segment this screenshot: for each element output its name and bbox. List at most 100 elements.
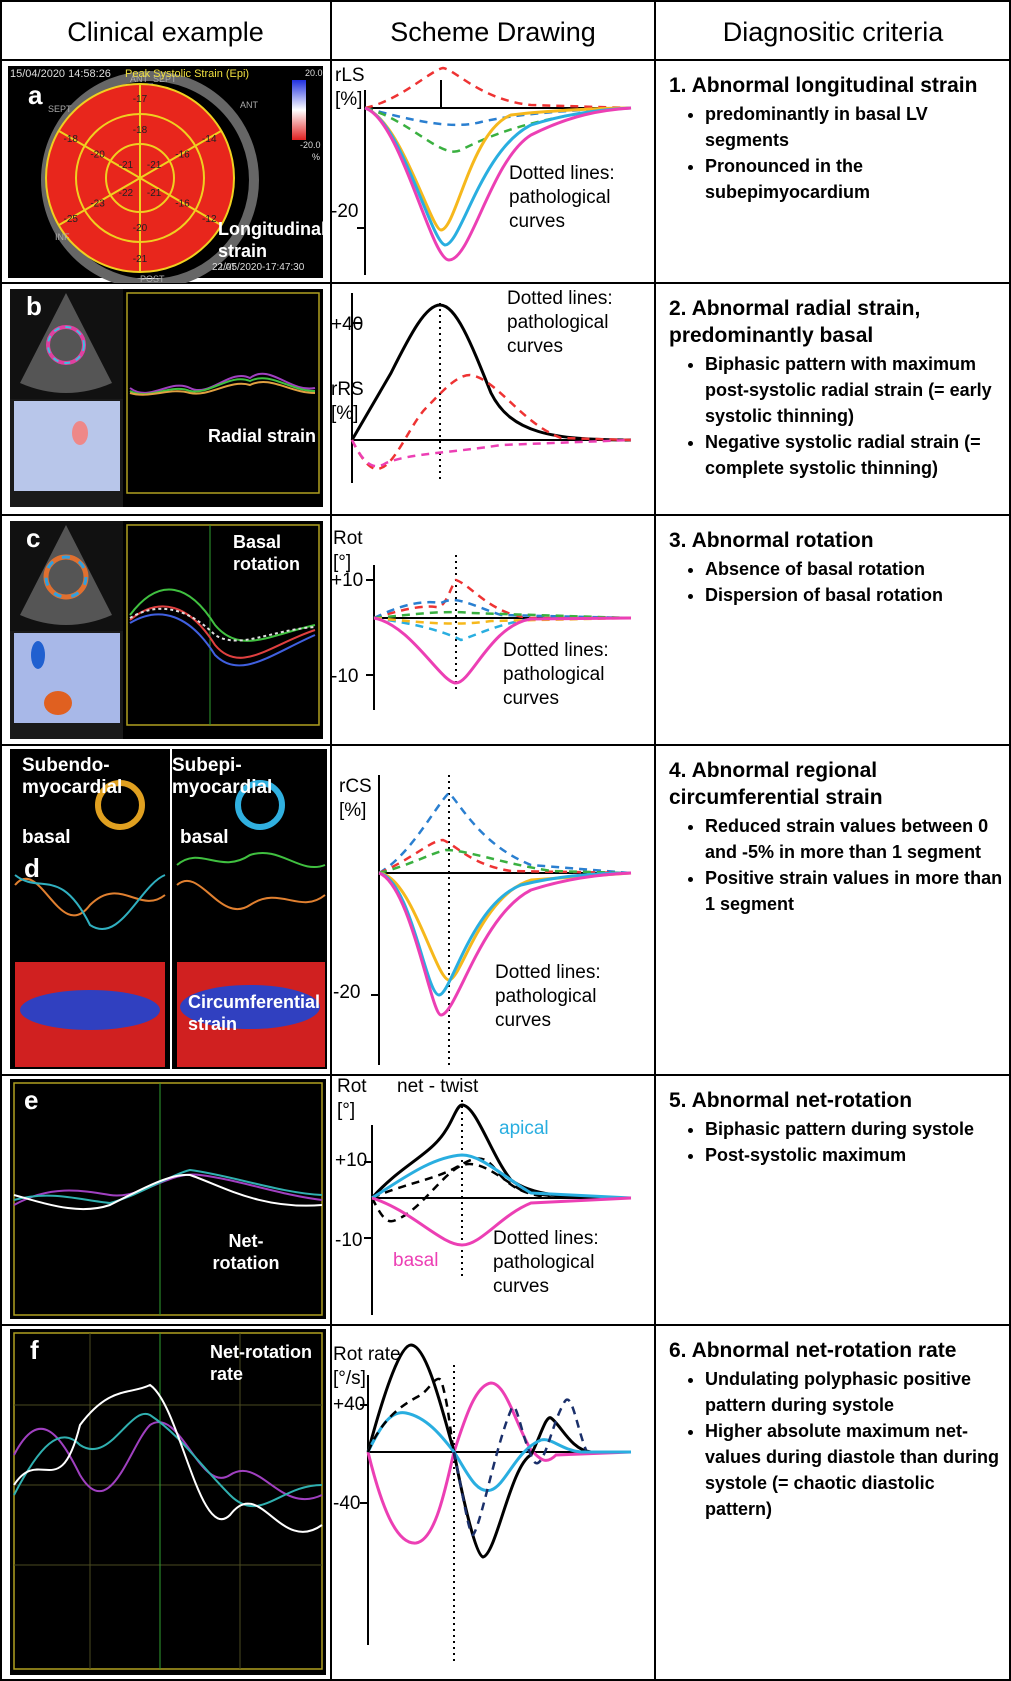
scheme-drawing: Rot [°] net - twist apical +10 -10 basal… bbox=[331, 1075, 655, 1325]
criteria-bullet: Dispersion of basal rotation bbox=[705, 582, 1003, 608]
segment-value: -16 bbox=[175, 199, 190, 210]
annotation: Dotted lines: pathological curves bbox=[509, 162, 629, 234]
image-label: Subepi-myocardial bbox=[172, 755, 292, 799]
image-label: Net-rotation rate bbox=[210, 1341, 325, 1385]
segment-value: -17 bbox=[133, 94, 148, 105]
criteria-bullet: Biphasic pattern during systole bbox=[705, 1116, 1003, 1142]
tick-label: +40 bbox=[333, 1393, 365, 1417]
panel-letter: e bbox=[24, 1085, 38, 1116]
scheme-drawing: Rot rate [°/s] +40 -40 bbox=[331, 1325, 655, 1681]
column-header: Diagnositic criteria bbox=[655, 0, 1011, 60]
criteria-bullet: Pronounced in the subepimyocardium bbox=[705, 153, 1003, 205]
annotation: Dotted lines: pathological curves bbox=[495, 961, 625, 1033]
tick-label: -40 bbox=[333, 1492, 360, 1516]
curve-label: basal bbox=[393, 1249, 438, 1273]
scale-max: 20.0 bbox=[305, 68, 323, 78]
criteria: 6. Abnormal net-rotation rateUndulating … bbox=[655, 1325, 1011, 1681]
axis-label: Rot [°] bbox=[333, 527, 373, 575]
wall-label: ANT bbox=[240, 100, 259, 110]
criteria-title: 6. Abnormal net-rotation rate bbox=[669, 1337, 1001, 1364]
clinical-image: e Net-rotation bbox=[0, 1075, 331, 1325]
panel-letter: b bbox=[26, 291, 42, 322]
criteria-bullet: predominantly in basal LV segments bbox=[705, 101, 1003, 153]
segment-value: -25 bbox=[63, 214, 78, 225]
timestamp: 15/04/2020 14:58:26 bbox=[10, 68, 111, 80]
clinical-image: b Radial strain bbox=[0, 283, 331, 515]
segment-value: -12 bbox=[202, 214, 217, 225]
segment-value: -18 bbox=[133, 125, 148, 136]
segment-value: -22 bbox=[119, 188, 134, 199]
wall-label: POST bbox=[140, 274, 165, 283]
scheme-drawing: Dotted lines: pathological curves +40 rR… bbox=[331, 283, 655, 515]
criteria-bullet: Biphasic pattern with maximum post-systo… bbox=[705, 351, 1003, 429]
wall-label: INF bbox=[55, 232, 70, 242]
annotation: Dotted lines: pathological curves bbox=[503, 639, 633, 711]
criteria-bullet: Undulating polyphasic positive pattern d… bbox=[705, 1366, 1003, 1418]
image-label: Circumferential strain bbox=[188, 991, 328, 1035]
image-label: Longitudinal strain bbox=[218, 218, 318, 262]
date: 22/05/2020-17:47:30 bbox=[212, 262, 304, 273]
criteria-bullet: Positive strain values in more than 1 se… bbox=[705, 865, 1003, 917]
tick-label: +10 bbox=[335, 1149, 367, 1173]
clinical-image: c Basal rotation bbox=[0, 515, 331, 745]
criteria-list: Undulating polyphasic positive pattern d… bbox=[705, 1366, 1003, 1522]
criteria-bullet: Absence of basal rotation bbox=[705, 556, 1003, 582]
tick-label: +40 bbox=[331, 313, 363, 337]
image-label: Subendo-myocardial bbox=[22, 755, 142, 799]
wall-label: SEPT bbox=[48, 104, 72, 114]
criteria-list: Reduced strain values between 0 and -5% … bbox=[705, 813, 1003, 917]
segment-value: -21 bbox=[133, 254, 148, 265]
criteria-bullet: Reduced strain values between 0 and -5% … bbox=[705, 813, 1003, 865]
scale-min: -20.0 bbox=[300, 140, 321, 150]
axis-label: Rot rate [°/s] bbox=[333, 1343, 403, 1391]
criteria-list: Biphasic pattern with maximum post-systo… bbox=[705, 351, 1003, 481]
axis-label: rLS [%] bbox=[335, 64, 375, 112]
image-label: basal bbox=[22, 827, 71, 849]
tick-label: +10 bbox=[331, 569, 363, 593]
curve-label: net - twist bbox=[397, 1075, 478, 1099]
annotation: Dotted lines: pathological curves bbox=[507, 287, 627, 359]
segment-value: -20 bbox=[133, 223, 148, 234]
criteria-title: 5. Abnormal net-rotation bbox=[669, 1087, 1001, 1114]
segment-value: -21 bbox=[119, 160, 134, 171]
criteria-title: 2. Abnormal radial strain, predominantly… bbox=[669, 295, 1001, 349]
segment-value: -16 bbox=[175, 150, 190, 161]
criteria-bullet: Post-systolic maximum bbox=[705, 1142, 1003, 1168]
axis-label: Rot [°] bbox=[337, 1075, 377, 1123]
echo-image bbox=[0, 283, 331, 515]
segment-value: -20 bbox=[90, 150, 105, 161]
segment-value: -21 bbox=[147, 188, 162, 199]
figure-table: Clinical example Scheme Drawing Diagnosi… bbox=[0, 0, 1011, 1681]
criteria: 1. Abnormal longitudinal strainpredomina… bbox=[655, 60, 1011, 283]
image-label: Net-rotation bbox=[206, 1230, 286, 1274]
criteria-list: predominantly in basal LV segmentsPronou… bbox=[705, 101, 1003, 205]
criteria: 2. Abnormal radial strain, predominantly… bbox=[655, 283, 1011, 515]
criteria-list: Absence of basal rotationDispersion of b… bbox=[705, 556, 1003, 608]
clinical-image: f Net-rotation rate bbox=[0, 1325, 331, 1681]
curve-label: apical bbox=[499, 1117, 549, 1141]
criteria: 5. Abnormal net-rotationBiphasic pattern… bbox=[655, 1075, 1011, 1325]
segment-value: -23 bbox=[90, 199, 105, 210]
segment-value: -18 bbox=[63, 134, 78, 145]
image-label: Basal rotation bbox=[233, 531, 313, 575]
clinical-image: Subendo-myocardial Subepi-myocardial bas… bbox=[0, 745, 331, 1075]
criteria-title: 3. Abnormal rotation bbox=[669, 527, 1001, 554]
segment-value: -14 bbox=[202, 134, 217, 145]
criteria: 4. Abnormal regional circumferential str… bbox=[655, 745, 1011, 1075]
panel-letter: a bbox=[28, 80, 42, 111]
criteria-bullet: Negative systolic radial strain (= compl… bbox=[705, 429, 1003, 481]
tick-label: -10 bbox=[335, 1229, 362, 1253]
criteria: 3. Abnormal rotationAbsence of basal rot… bbox=[655, 515, 1011, 745]
criteria-list: Biphasic pattern during systolePost-syst… bbox=[705, 1116, 1003, 1168]
image-label: basal bbox=[180, 827, 229, 849]
axis-label: rRS [%] bbox=[331, 378, 371, 426]
tick-label: -10 bbox=[331, 665, 358, 689]
panel-letter: d bbox=[24, 853, 40, 884]
panel-letter: f bbox=[30, 1335, 39, 1366]
segment-value: -21 bbox=[147, 160, 162, 171]
scheme-drawing: rLS [%] -20 Dotted lines: pathological c… bbox=[331, 60, 655, 283]
scheme-drawing: Rot [°] +10 -10 Dotted lines: pathologic… bbox=[331, 515, 655, 745]
scale-unit: % bbox=[312, 152, 320, 162]
scheme-drawing: rCS [%] -20 Dotted lines: pathological c… bbox=[331, 745, 655, 1075]
criteria-bullet: Higher absolute maximum net-values durin… bbox=[705, 1418, 1003, 1522]
